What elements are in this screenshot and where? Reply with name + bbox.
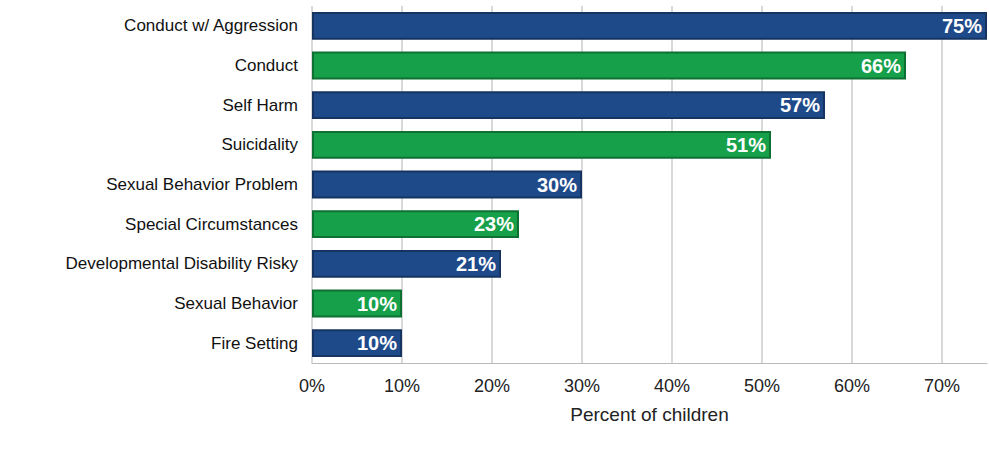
svg-text:70%: 70% xyxy=(924,376,960,396)
svg-text:20%: 20% xyxy=(474,376,510,396)
svg-text:60%: 60% xyxy=(834,376,870,396)
svg-text:51%: 51% xyxy=(726,134,766,156)
svg-text:30%: 30% xyxy=(537,174,577,196)
svg-text:Conduct w/ Aggression: Conduct w/ Aggression xyxy=(124,16,298,35)
svg-text:30%: 30% xyxy=(564,376,600,396)
svg-text:66%: 66% xyxy=(861,55,901,77)
svg-text:Developmental Disability Risky: Developmental Disability Risky xyxy=(66,254,299,273)
svg-text:57%: 57% xyxy=(780,94,820,116)
svg-text:Sexual Behavior: Sexual Behavior xyxy=(174,294,298,313)
svg-text:50%: 50% xyxy=(744,376,780,396)
svg-text:10%: 10% xyxy=(357,293,397,315)
svg-text:23%: 23% xyxy=(474,213,514,235)
svg-text:Special Circumstances: Special Circumstances xyxy=(125,215,298,234)
svg-text:10%: 10% xyxy=(384,376,420,396)
svg-text:0%: 0% xyxy=(299,376,325,396)
svg-text:Fire Setting: Fire Setting xyxy=(211,334,298,353)
svg-text:Conduct: Conduct xyxy=(235,56,299,75)
svg-text:Self Harm: Self Harm xyxy=(222,96,298,115)
svg-text:Sexual Behavior Problem: Sexual Behavior Problem xyxy=(106,175,298,194)
svg-text:Suicidality: Suicidality xyxy=(221,135,298,154)
svg-text:Percent of children: Percent of children xyxy=(570,404,728,425)
svg-text:40%: 40% xyxy=(654,376,690,396)
svg-text:10%: 10% xyxy=(357,332,397,354)
svg-text:75%: 75% xyxy=(942,15,982,37)
svg-text:21%: 21% xyxy=(456,253,496,275)
